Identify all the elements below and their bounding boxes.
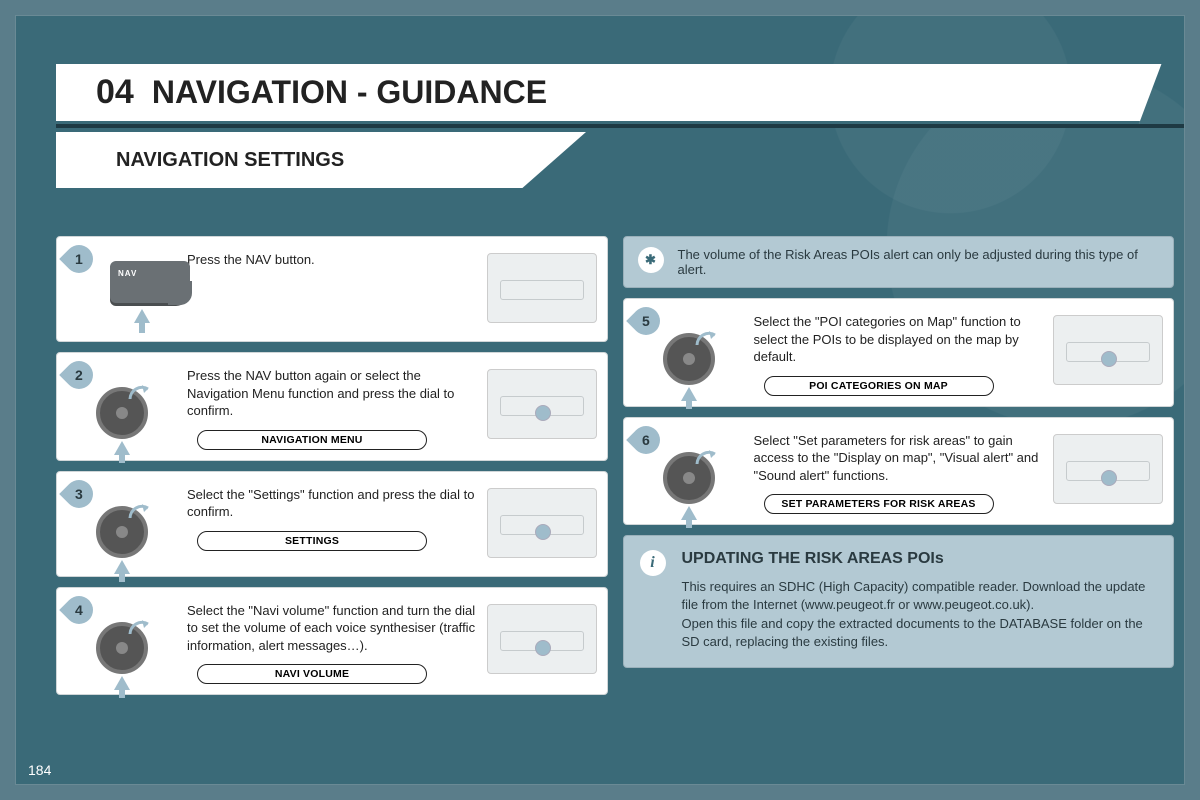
nav-button-icon: NAV (110, 261, 190, 303)
console-thumbnail (1053, 315, 1163, 385)
dial-icon (92, 381, 152, 441)
function-button: POI CATEGORIES ON MAP (764, 376, 994, 396)
info-icon: i (640, 550, 666, 576)
step-text: Select "Set parameters for risk areas" t… (754, 432, 1044, 485)
dial-icon (659, 327, 719, 387)
dial-icon (92, 616, 152, 676)
instruction-step: 4 Select the "Navi volume" function and … (56, 587, 608, 696)
function-button: SETTINGS (197, 531, 427, 551)
console-thumbnail (487, 253, 597, 323)
divider (56, 124, 1184, 128)
console-thumbnail (487, 369, 597, 439)
instruction-step: 2 Press the NAV button again or select t… (56, 352, 608, 461)
alert-note: ✱ The volume of the Risk Areas POIs aler… (623, 236, 1175, 288)
console-thumbnail (1053, 434, 1163, 504)
section-number: 04 (96, 73, 134, 112)
function-button: SET PARAMETERS FOR RISK AREAS (764, 494, 994, 514)
function-button: NAVI VOLUME (197, 664, 427, 684)
manual-page: 04 NAVIGATION - GUIDANCE NAVIGATION SETT… (15, 15, 1185, 785)
info-heading: UPDATING THE RISK AREAS POIs (682, 550, 1158, 568)
instruction-step: 5 Select the "POI categories on Map" fun… (623, 298, 1175, 407)
console-thumbnail (487, 604, 597, 674)
info-body: This requires an SDHC (High Capacity) co… (682, 578, 1158, 651)
step-text: Select the "Settings" function and press… (187, 486, 477, 521)
instruction-step: 3 Select the "Settings" function and pre… (56, 471, 608, 577)
console-thumbnail (487, 488, 597, 558)
function-button: NAVIGATION MENU (197, 430, 427, 450)
page-title: NAVIGATION - GUIDANCE (152, 74, 547, 111)
step-text: Press the NAV button again or select the… (187, 367, 477, 420)
alert-icon: ✱ (638, 247, 664, 273)
instruction-step: 6 Select "Set parameters for risk areas"… (623, 417, 1175, 526)
step-text: Select the "Navi volume" function and tu… (187, 602, 477, 655)
alert-text: The volume of the Risk Areas POIs alert … (678, 247, 1160, 277)
dial-icon (659, 446, 719, 506)
step-text: Press the NAV button. (187, 251, 477, 269)
right-column: ✱ The volume of the Risk Areas POIs aler… (623, 236, 1175, 695)
dial-icon (92, 500, 152, 560)
page-subtitle: NAVIGATION SETTINGS (116, 149, 344, 172)
title-banner: 04 NAVIGATION - GUIDANCE (56, 64, 1184, 124)
instruction-step: 1 NAV Press the NAV button. (56, 236, 608, 342)
page-number: 184 (28, 762, 51, 778)
left-column: 1 NAV Press the NAV button. 2 Press the … (56, 236, 608, 695)
subtitle-banner: NAVIGATION SETTINGS (56, 132, 586, 188)
step-text: Select the "POI categories on Map" funct… (754, 313, 1044, 366)
content-columns: 1 NAV Press the NAV button. 2 Press the … (56, 236, 1174, 695)
info-box: i UPDATING THE RISK AREAS POIs This requ… (623, 535, 1175, 668)
